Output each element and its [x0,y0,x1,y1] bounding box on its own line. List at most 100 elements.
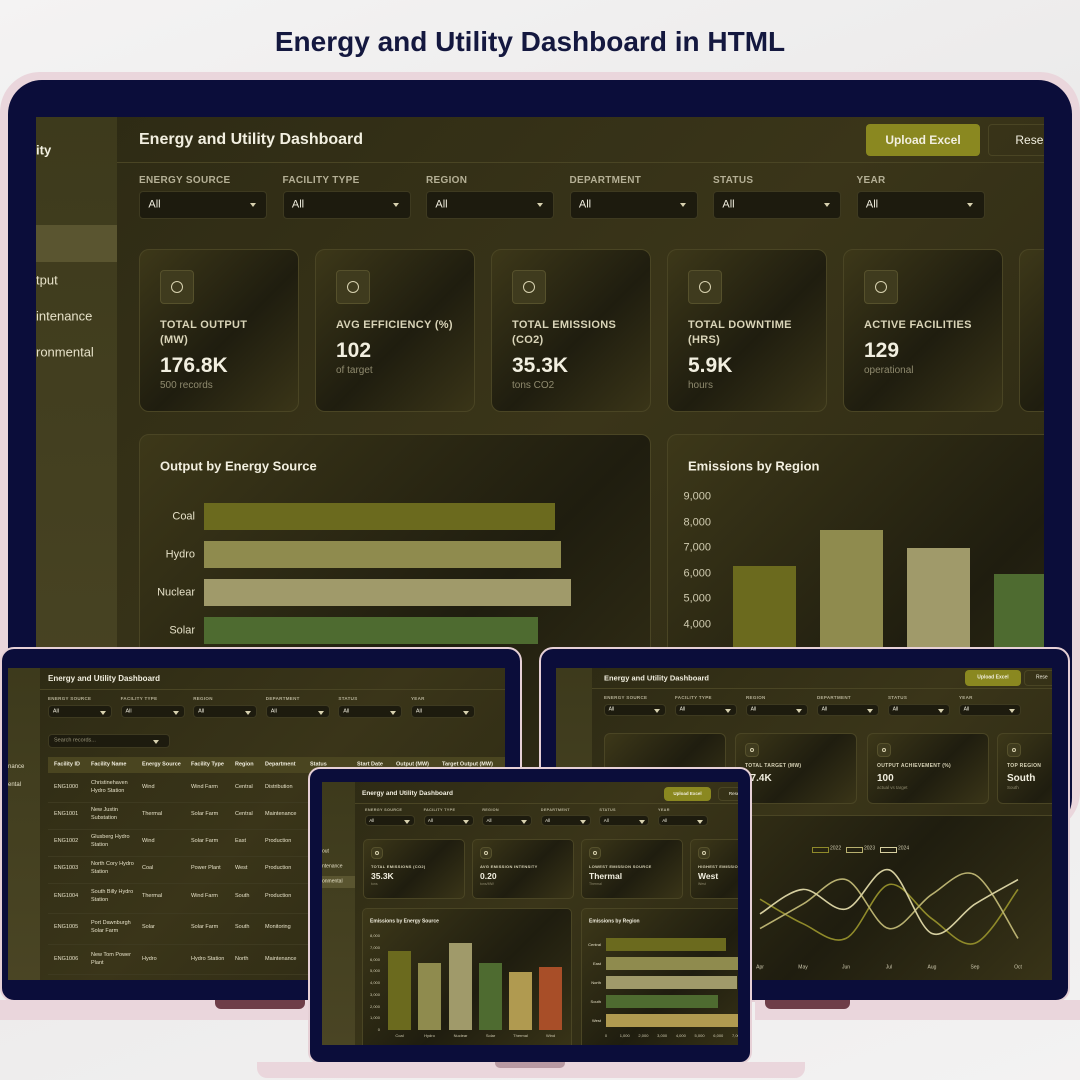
filter-select[interactable]: All [411,705,475,718]
sidebar-item[interactable]: out [322,848,329,855]
filter-label: STATUS [713,175,754,186]
table-cell: Solar Farm [191,811,219,818]
filter-select[interactable]: All [888,704,950,716]
category-label: Central [588,941,601,947]
x-tick-label: Jul [885,964,893,971]
upload-button[interactable]: Upload Excel [965,670,1021,686]
kpi-value: 176.8K [160,354,228,378]
row-divider [48,855,505,857]
kpi-value: 35.3K [371,870,394,881]
filter-value: All [343,707,350,714]
column-header: Output (MW) [396,761,429,768]
column-header: Facility Name [91,761,127,768]
kpi-value: 77.4K [745,772,772,784]
kpi-value: South [1007,772,1036,784]
kpi-value: West [698,870,719,881]
kpi-card: HIGHEST EMISSIO West West [690,839,738,899]
reset-button-label: Rese [1036,674,1048,681]
category-label: Solar [169,624,195,636]
table-cell: Central [235,784,253,791]
sidebar-item[interactable]: nance [8,764,25,770]
table-cell: Solar Farm [191,924,219,931]
kpi-icon [698,847,710,859]
kpi-note: tons/MW [480,882,494,886]
filter-select[interactable]: All [423,815,474,826]
filter-select[interactable]: All [139,191,267,219]
kpi-card: TOTAL DOWNTIME (HRS) 5.9K hours [667,249,827,412]
kpi-icon [745,743,759,757]
sidebar-item[interactable]: ental [8,782,22,788]
reset-button-label: Reset [728,790,738,796]
filter-select[interactable]: All [604,704,666,716]
filter-select[interactable]: All [658,815,708,826]
y-tick-label: 2,000 [369,1003,380,1009]
filter-select[interactable]: All [599,815,650,826]
legend-swatch [880,847,897,853]
kpi-card [1019,249,1044,412]
filter-select[interactable]: All [265,705,330,718]
upload-button[interactable]: Upload Excel [664,787,711,801]
sidebar-item[interactable]: tput [36,272,58,288]
filter-select[interactable]: All [959,704,1021,716]
kpi-label: OUTPUT ACHIEVEMENT (%) [877,763,951,770]
reset-button[interactable]: Rese [1024,670,1052,686]
table-cell: North [235,956,249,963]
kpi-note: Thermal [589,882,602,886]
chart-title: Emissions by Region [589,918,640,925]
table-cell: Wind [142,784,155,791]
filter-select[interactable]: All [569,191,698,219]
bar [388,951,411,1030]
filter-label: DEPARTMENT [540,808,570,813]
table-cell: New Justin Substation [91,807,118,821]
kpi-value: 129 [864,338,900,362]
page-title: Energy and Utility Dashboard in HTML [274,26,786,57]
kpi-note: tons [371,882,378,886]
filter-select[interactable]: All [675,704,737,716]
kpi-icon [589,847,601,859]
bar [509,972,532,1030]
filter-select[interactable]: All [338,705,403,718]
filter-select[interactable]: All [856,191,985,219]
filter-value: All [427,817,433,823]
right-laptop-notch [765,1000,850,1009]
sidebar-item[interactable]: ntenance [322,863,343,870]
filter-select[interactable]: All [365,815,415,826]
filter-select[interactable]: All [817,704,879,716]
kpi-label: TOTAL OUTPUT (MW) [160,319,248,347]
filter-select[interactable]: All [540,815,591,826]
filter-select[interactable]: All [713,191,841,219]
filter-value: All [821,706,828,713]
filter-select[interactable]: All [282,191,411,219]
kpi-note: South [1007,785,1019,791]
column-header: Facility Type [191,761,224,768]
search-input[interactable]: Search records... [48,734,170,748]
upload-button-label: Upload Excel [885,133,961,147]
kpi-value: Thermal [589,870,623,881]
filter-value: All [148,198,161,211]
sidebar-item[interactable]: ronmental [36,344,94,360]
filter-label: FACILITY TYPE [282,175,360,186]
kpi-note: operational [864,364,914,376]
sidebar-item[interactable]: onmental [322,878,343,885]
kpi-icon [336,270,370,304]
filter-value: All [865,198,879,211]
y-tick-label: 8,000 [683,516,711,528]
kpi-card: TOTAL TARGET (MW) 77.4K [735,733,857,804]
sidebar [8,668,40,980]
filter-select[interactable]: All [482,815,533,826]
kpi-card: AVG EFFICIENCY (%) 102 of target [315,249,475,412]
reset-button[interactable]: Reset [718,787,738,801]
kpi-value: 0.20 [480,870,497,881]
x-tick-label: 4,000 [675,1033,686,1038]
sidebar-item[interactable]: intenance [36,308,93,324]
filter-select[interactable]: All [48,705,112,718]
table-cell: Thermal [142,893,163,900]
filter-select[interactable]: All [193,705,258,718]
chart-title: Emissions by Energy Source [370,918,439,925]
upload-button[interactable]: Upload Excel [866,124,980,156]
filter-select[interactable]: All [746,704,808,716]
filter-select[interactable]: All [426,191,554,219]
filter-label: ENERGY SOURCE [139,175,231,186]
reset-button[interactable]: Rese [988,124,1044,156]
filter-select[interactable]: All [120,705,185,718]
